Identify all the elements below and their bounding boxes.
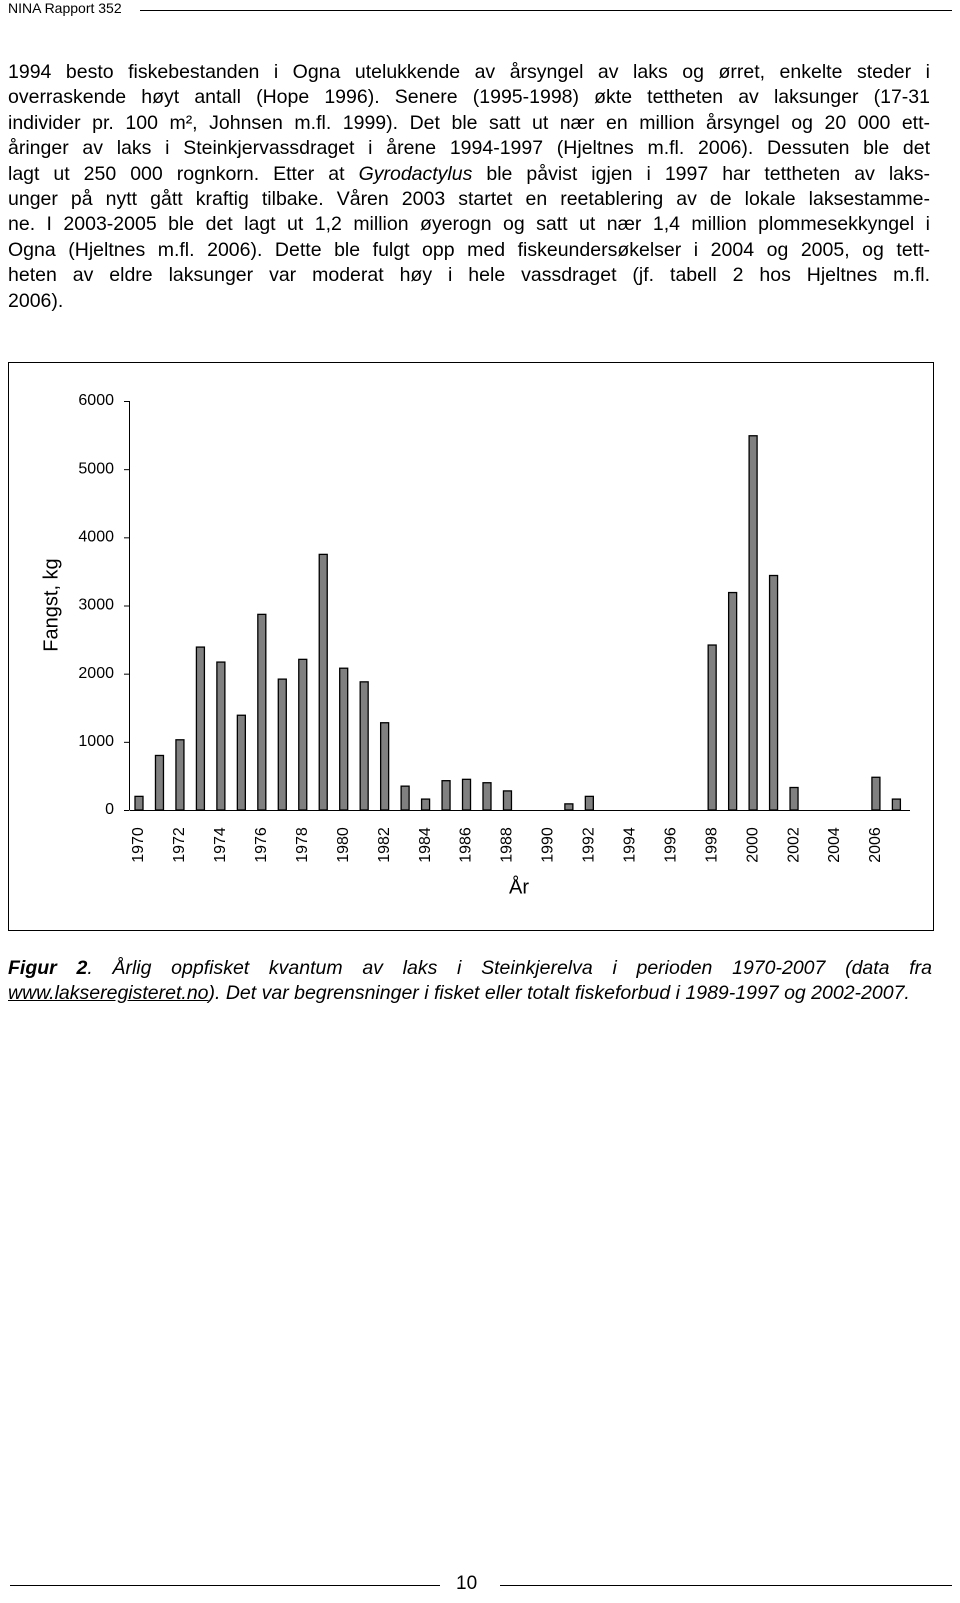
y-axis-label: Fangst, kg — [40, 558, 62, 651]
text-line: individer pr. 100 m², Johnsen m.fl. 1999… — [8, 111, 930, 136]
footer-rule — [10, 1585, 440, 1586]
footer-rule — [500, 1585, 952, 1586]
bar — [154, 754, 165, 811]
x-tick-label: 1984 — [417, 827, 434, 863]
emphasis: Gyrodactylus — [358, 162, 473, 185]
x-tick-label: 1980 — [335, 827, 352, 863]
y-tick-label: 6000 — [78, 392, 114, 409]
text-run: unger på nytt gått kraftig tilbake. Våre… — [8, 188, 930, 211]
bar — [277, 678, 287, 811]
bar — [461, 778, 472, 811]
bar — [748, 435, 758, 811]
text-run: 2006). — [8, 289, 64, 312]
x-tick-label: 2004 — [826, 827, 843, 863]
caption-label: Figur 2 — [8, 957, 88, 979]
figure-caption: Figur 2. Årlig oppfisket kvantum av laks… — [8, 956, 932, 1007]
bar — [359, 681, 369, 811]
x-tick-label: 1974 — [212, 827, 229, 863]
text-line: overraskende høyt antall (Hope 1996). Se… — [8, 85, 930, 110]
text-line: åringer av laks i Steinkjervassdraget i … — [8, 136, 930, 161]
y-tick-label: 1000 — [78, 733, 114, 750]
bar — [134, 795, 144, 811]
x-tick-label: 2006 — [867, 827, 884, 863]
bar — [175, 739, 185, 811]
bar — [707, 644, 717, 811]
text-run: 1994 besto fiskebestanden i Ogna utelukk… — [8, 61, 930, 83]
bar — [298, 658, 308, 811]
bar — [420, 798, 431, 811]
text-run: ble påvist igjen i 1997 har tettheten av… — [486, 162, 931, 185]
x-tick-label: 1988 — [499, 827, 516, 863]
text-run: ne. I 2003-2005 ble det lagt ut 1,2 mill… — [8, 213, 930, 236]
bar — [379, 722, 390, 811]
bar — [195, 646, 206, 811]
bar — [482, 782, 492, 811]
bar — [891, 798, 902, 811]
bar — [216, 661, 226, 811]
text-line: lagt ut 250 000 rognkorn. Etter at Gyrod… — [8, 162, 930, 187]
text-run: individer pr. 100 m², Johnsen m.fl. 1999… — [8, 111, 930, 134]
x-tick-label: 1982 — [376, 827, 393, 863]
body-text: 1994 besto fiskebestanden i Ogna utelukk… — [8, 60, 930, 314]
y-tick-label: 2000 — [78, 665, 114, 682]
text-run: heten av eldre laksunger var moderat høy… — [8, 264, 930, 287]
text-line: 2006). — [8, 289, 930, 314]
text-line: 1994 besto fiskebestanden i Ogna utelukk… — [8, 60, 930, 85]
page-number: 10 — [456, 1573, 478, 1594]
x-tick-label: 1986 — [458, 827, 475, 863]
text-run: Ogna (Hjeltnes m.fl. 2006). Dette ble fu… — [8, 238, 930, 261]
x-tick-label: 1976 — [253, 827, 270, 863]
bar — [339, 667, 349, 811]
bar — [584, 795, 594, 811]
header-title: NINA Rapport 352 — [8, 0, 122, 16]
text-run: overraskende høyt antall (Hope 1996). Se… — [8, 86, 930, 109]
x-tick-label: 1970 — [130, 827, 147, 863]
x-tick-label: 1972 — [171, 827, 188, 863]
x-tick-label: 1994 — [621, 827, 638, 863]
text-run: åringer av laks i Steinkjervassdraget i … — [8, 137, 930, 160]
bar — [789, 786, 799, 811]
bar — [318, 553, 328, 811]
bar — [871, 776, 881, 811]
text-line: heten av eldre laksunger var moderat høy… — [8, 263, 930, 288]
bar — [502, 790, 513, 811]
bar — [441, 780, 451, 811]
x-tick-label: 1990 — [540, 827, 557, 863]
x-tick-label: 2000 — [744, 827, 761, 863]
x-tick-label: 1996 — [662, 827, 679, 863]
text-line: ne. I 2003-2005 ble det lagt ut 1,2 mill… — [8, 212, 930, 237]
bar — [236, 714, 247, 811]
x-tick-label: 1992 — [581, 827, 598, 863]
bar — [727, 591, 738, 811]
caption-link[interactable]: www.lakseregisteret.no — [8, 982, 209, 1005]
y-tick-label: 0 — [105, 801, 114, 818]
text-line: unger på nytt gått kraftig tilbake. Våre… — [8, 187, 930, 212]
bar — [564, 803, 574, 811]
bar — [400, 785, 410, 811]
chart-frame — [8, 362, 934, 931]
text-line: Ogna (Hjeltnes m.fl. 2006). Dette ble fu… — [8, 238, 930, 263]
y-tick-label: 3000 — [78, 597, 114, 614]
text-run: lagt ut 250 000 rognkorn. Etter at — [8, 162, 345, 185]
header-rule — [140, 10, 952, 11]
x-tick-label: 1998 — [703, 827, 720, 863]
y-tick-label: 4000 — [78, 529, 114, 546]
x-axis-label: År — [509, 875, 529, 898]
bar — [768, 574, 779, 811]
x-tick-label: 2002 — [785, 827, 802, 863]
x-tick-label: 1978 — [294, 827, 311, 863]
caption-text: ). Det var begrensninger i fisket eller … — [208, 982, 910, 1005]
y-tick-label: 5000 — [78, 460, 114, 477]
caption-text: . Årlig oppfisket kvantum av laks i Stei… — [87, 957, 932, 979]
bar — [257, 613, 267, 811]
